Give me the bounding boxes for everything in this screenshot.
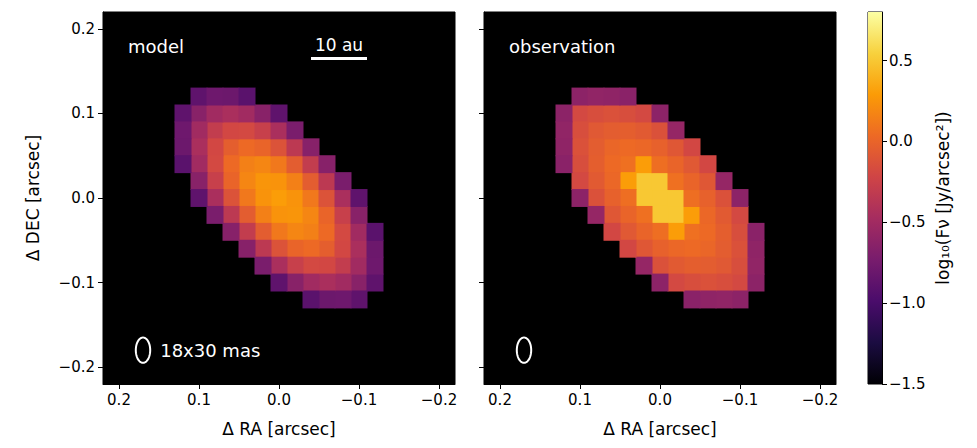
svg-text:−1.0: −1.0: [889, 294, 925, 312]
svg-text:−0.1: −0.1: [59, 274, 95, 292]
svg-text:0.2: 0.2: [488, 391, 512, 409]
svg-text:model: model: [128, 36, 184, 57]
svg-text:0.1: 0.1: [568, 391, 592, 409]
svg-text:10 au: 10 au: [315, 35, 363, 55]
svg-text:−0.1: −0.1: [722, 391, 758, 409]
svg-text:0.2: 0.2: [107, 391, 131, 409]
svg-text:18x30 mas: 18x30 mas: [160, 340, 260, 361]
svg-text:0.0: 0.0: [267, 391, 291, 409]
svg-text:−0.5: −0.5: [889, 213, 925, 231]
svg-text:log₁₀(Fν [Jy/arcsec²]): log₁₀(Fν [Jy/arcsec²]): [933, 111, 953, 284]
svg-text:0.0: 0.0: [648, 391, 672, 409]
svg-text:−0.2: −0.2: [59, 358, 95, 376]
svg-text:0.0: 0.0: [889, 132, 913, 150]
svg-text:Δ RA [arcsec]: Δ RA [arcsec]: [603, 419, 717, 439]
svg-text:0.1: 0.1: [71, 104, 95, 122]
svg-text:−1.5: −1.5: [889, 375, 925, 393]
svg-text:−0.1: −0.1: [341, 391, 377, 409]
svg-text:−0.2: −0.2: [421, 391, 457, 409]
svg-text:Δ RA [arcsec]: Δ RA [arcsec]: [222, 419, 336, 439]
svg-text:observation: observation: [509, 36, 615, 57]
svg-text:0.0: 0.0: [71, 189, 95, 207]
svg-text:Δ DEC [arcsec]: Δ DEC [arcsec]: [23, 135, 43, 261]
svg-text:−0.2: −0.2: [802, 391, 838, 409]
svg-text:0.2: 0.2: [71, 20, 95, 38]
svg-text:0.1: 0.1: [187, 391, 211, 409]
svg-text:0.5: 0.5: [889, 52, 913, 70]
